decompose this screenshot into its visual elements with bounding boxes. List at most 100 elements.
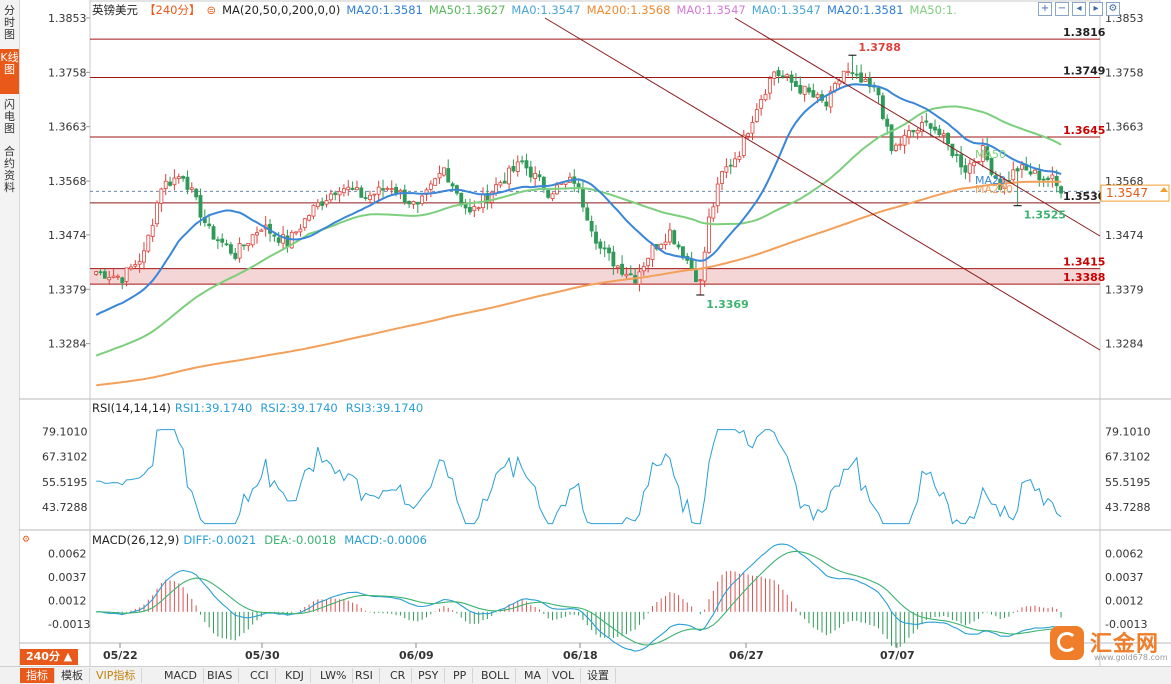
indicator-tab-5[interactable]: CCI: [244, 668, 276, 683]
indicator-tab-8[interactable]: RSI: [349, 668, 380, 683]
indicator-tab-13[interactable]: MA: [518, 668, 549, 683]
macd-settings-icon: ⚙: [22, 535, 30, 545]
candle-body: [598, 241, 603, 249]
indicator-tab-6[interactable]: KDJ: [279, 668, 311, 683]
candle-body: [941, 133, 946, 136]
candle-body: [980, 145, 985, 162]
level-label: 1.3816: [1063, 26, 1106, 39]
candle-body: [893, 144, 898, 151]
rsi-tick-right: 67.3102: [1105, 451, 1151, 464]
rsi-tick-right: 79.1010: [1105, 426, 1151, 439]
candle-body: [459, 192, 464, 204]
candle-body: [446, 168, 451, 183]
candle-body: [246, 243, 251, 247]
candle-body: [589, 221, 594, 232]
candle-body: [767, 78, 772, 94]
indicator-tab-14[interactable]: VOL: [546, 668, 582, 683]
indicator-tab-0[interactable]: 指标: [20, 668, 55, 683]
sidebar-tab-2[interactable]: 闪电图: [4, 98, 15, 135]
indicator-tab-4[interactable]: BIAS: [201, 668, 240, 683]
indicator-tab-15[interactable]: 设置: [581, 668, 616, 683]
rsi-value-0: RSI1:39.1740: [174, 401, 253, 415]
pair-name: 英镑美元: [92, 3, 138, 17]
candle-body: [129, 266, 133, 270]
candle-body: [907, 130, 911, 138]
candle-body: [785, 74, 790, 78]
settings-icon[interactable]: ⚙: [1106, 2, 1120, 16]
candle-body: [780, 75, 785, 78]
rsi-title: RSI(14,14,14): [92, 401, 171, 415]
settings-gear-icon[interactable]: ⊜: [206, 3, 217, 17]
ma-value-6: MA20:1.3581: [826, 3, 904, 17]
candle-body: [242, 244, 246, 247]
candle-body: [142, 250, 146, 263]
candle-body: [863, 78, 868, 82]
sidebar-tab-3[interactable]: 合约资料: [4, 145, 15, 194]
candle-body: [1015, 168, 1020, 172]
candle-body: [772, 71, 777, 79]
candle-body: [807, 87, 811, 93]
candle-body: [472, 206, 477, 212]
sidebar-tab-0[interactable]: 分时图: [4, 4, 15, 41]
candle-body: [415, 201, 420, 205]
candle-body: [124, 267, 129, 282]
candle-body: [972, 161, 977, 166]
price-tick-left: 1.3663: [48, 121, 87, 134]
date-label: 06/27: [729, 649, 764, 662]
move-right-icon[interactable]: ▸: [1089, 2, 1103, 16]
ma50-line: [95, 105, 1062, 357]
candle-body: [520, 160, 525, 163]
candle-body: [828, 90, 833, 108]
macd-tick-left: -0.0013: [48, 618, 90, 631]
candle-body: [163, 180, 168, 190]
indicator-tab-2[interactable]: VIP指标: [90, 668, 143, 683]
candle-body: [428, 183, 433, 190]
macd-tick-right: 0.0037: [1105, 571, 1144, 584]
candle-body: [115, 275, 120, 278]
candle-body: [928, 123, 933, 129]
price-arrow-icon: [1160, 187, 1168, 192]
indicator-tab-3[interactable]: MACD: [158, 668, 204, 683]
indicator-tab-1[interactable]: 模板: [55, 668, 90, 683]
candle-body: [602, 247, 607, 250]
main-chart-header: 英镑美元 【240分】 ⊜ MA(20,50,0,200,0,0) MA20:1.358…: [92, 2, 969, 18]
rsi-tick-right: 43.7288: [1105, 501, 1151, 514]
candle-body: [650, 244, 655, 260]
candle-body: [294, 231, 299, 234]
indicator-tab-10[interactable]: PSY: [412, 668, 446, 683]
candle-body: [211, 226, 216, 240]
macd-tick-right: 0.0062: [1105, 548, 1144, 561]
ma-tag: MA50: [975, 148, 1006, 161]
support-zone: [90, 268, 1100, 285]
indicator-tab-7[interactable]: LW%: [314, 668, 354, 683]
candle-body: [215, 239, 220, 242]
candle-body: [628, 273, 633, 276]
sidebar: 分时图 K线图闪电图合约资料: [0, 0, 20, 683]
candle-body: [854, 73, 859, 76]
zoom-in-icon[interactable]: +: [1038, 2, 1052, 16]
move-left-icon[interactable]: ◂: [1072, 2, 1086, 16]
ma-value-7: MA50:1.: [909, 3, 957, 17]
last-price-box: [1100, 184, 1170, 202]
period-button[interactable]: 240分 ▲: [20, 649, 79, 665]
candle-body: [950, 143, 955, 157]
macd-tick-right: -0.0013: [1105, 618, 1147, 631]
price-tick-right: 1.3284: [1105, 338, 1144, 351]
candle-body: [441, 167, 446, 176]
candle-body: [707, 216, 711, 253]
indicator-tab-9[interactable]: CR: [384, 668, 413, 683]
candle-body: [1059, 186, 1063, 194]
candle-body: [111, 275, 116, 278]
zoom-out-icon[interactable]: −: [1055, 2, 1069, 16]
sidebar-tab-1[interactable]: K线图: [0, 49, 19, 94]
candle-body: [689, 259, 694, 270]
indicator-tab-12[interactable]: BOLL: [475, 668, 517, 683]
candle-body: [989, 157, 994, 175]
indicator-tab-11[interactable]: PP: [447, 668, 474, 683]
candle-body: [363, 197, 368, 199]
level-label: 1.3530: [1063, 190, 1106, 203]
candle-body: [398, 189, 403, 193]
ma-value-1: MA50:1.3627: [428, 3, 506, 17]
candle-body: [702, 251, 707, 282]
candle-body: [846, 71, 851, 73]
